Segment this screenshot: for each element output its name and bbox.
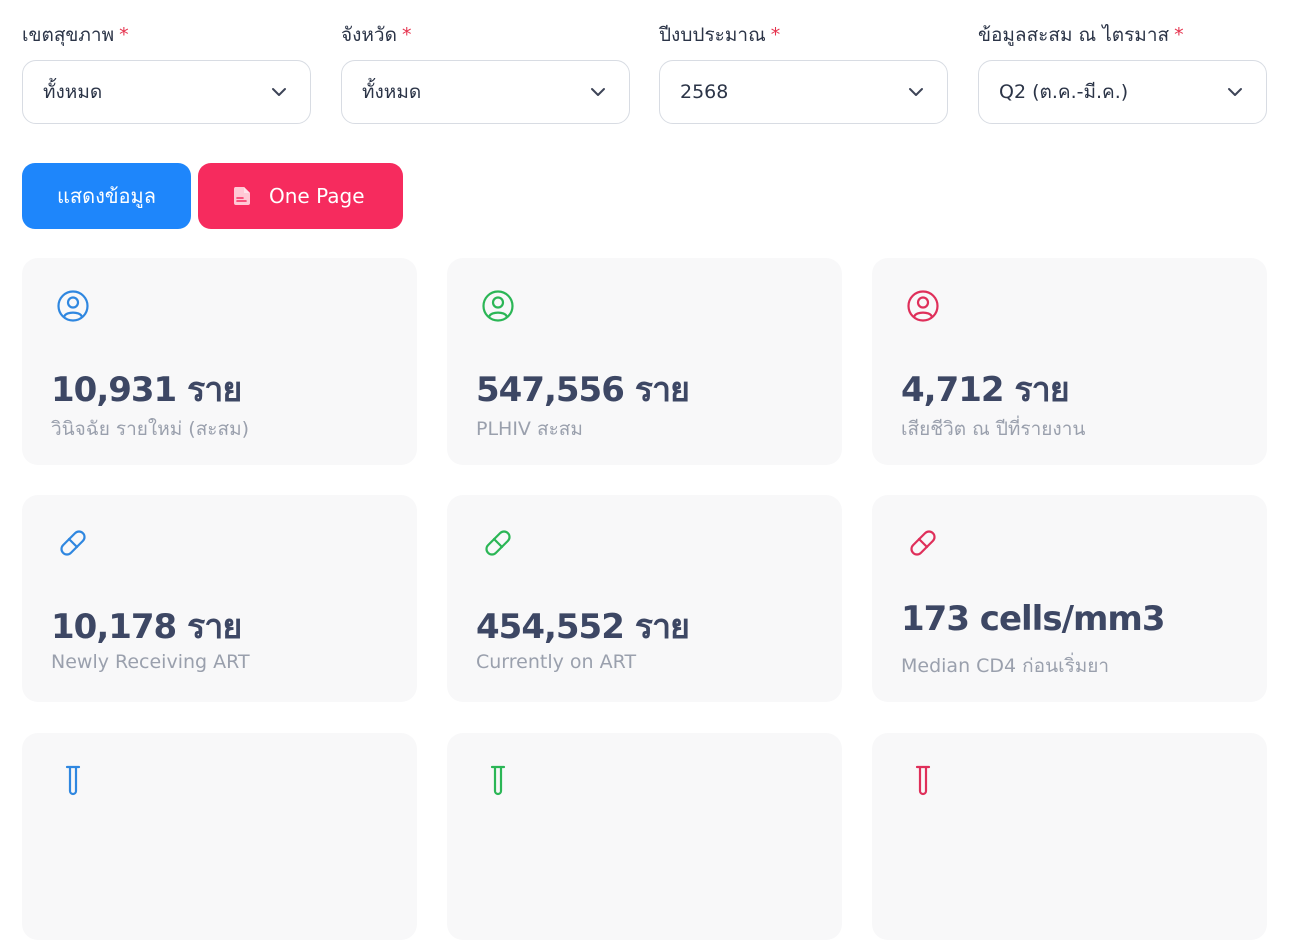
test-tube-icon [490,765,506,796]
user-circle-icon [907,290,939,322]
filter-label: ปีงบประมาณ * [659,24,781,46]
stat-card-plhiv: 547,556 ราย PLHIV สะสม [447,258,842,465]
province-select[interactable]: ทั้งหมด [341,60,630,124]
stat-value: 547,556 ราย [476,370,690,410]
stat-card-currently-art: 454,552 ราย Currently on ART [447,495,842,702]
filter-quarter: ข้อมูลสะสม ณ ไตรมาส * Q2 (ต.ค.-มี.ค.) [978,22,1267,124]
fiscal-year-select-value: 2568 [680,81,729,103]
fiscal-year-select[interactable]: 2568 [659,60,948,124]
required-mark: * [770,24,781,46]
filter-label: เขตสุขภาพ * [22,24,129,46]
test-tube-icon [915,765,931,796]
quarter-select[interactable]: Q2 (ต.ค.-มี.ค.) [978,60,1267,124]
chevron-down-icon [272,88,286,96]
one-page-button[interactable]: One Page [198,163,403,229]
pill-icon [910,530,936,556]
stat-card-new-diagnosis: 10,931 ราย วินิจฉัย รายใหม่ (สะสม) [22,258,417,465]
one-page-label: One Page [269,184,365,208]
filter-bar: เขตสุขภาพ * ทั้งหมด จังหวัด * ทั้งหมด ปีงบ… [22,22,1267,124]
stat-label: Currently on ART [476,651,637,673]
filter-label: จังหวัด * [341,24,412,46]
stat-value: 4,712 ราย [901,370,1070,410]
pill-icon [60,530,86,556]
stat-card-row3-3 [872,733,1267,940]
stat-value: 10,931 ราย [51,370,242,410]
user-circle-icon [57,290,89,322]
required-mark: * [401,24,412,46]
filter-label: ข้อมูลสะสม ณ ไตรมาส * [978,24,1184,46]
region-select-value: ทั้งหมด [43,81,103,103]
stat-card-deaths: 4,712 ราย เสียชีวิต ณ ปีที่รายงาน [872,258,1267,465]
stat-label: Median CD4 ก่อนเริ่มยา [901,655,1110,677]
stat-label: วินิจฉัย รายใหม่ (สะสม) [51,418,250,440]
stat-label: เสียชีวิต ณ ปีที่รายงาน [901,418,1086,440]
document-icon [233,187,250,205]
filter-fiscal-year: ปีงบประมาณ * 2568 [659,22,948,124]
filter-region: เขตสุขภาพ * ทั้งหมด [22,22,311,124]
filter-province: จังหวัด * ทั้งหมด [341,22,630,124]
stat-label: PLHIV สะสม [476,418,583,440]
region-select[interactable]: ทั้งหมด [22,60,311,124]
stat-card-row3-2 [447,733,842,940]
show-data-label: แสดงข้อมูล [57,184,156,208]
stat-label: Newly Receiving ART [51,651,250,673]
stat-card-row3-1 [22,733,417,940]
stat-card-median-cd4: 173 cells/mm3 Median CD4 ก่อนเริ่มยา [872,495,1267,702]
province-select-value: ทั้งหมด [362,81,422,103]
stat-value: 454,552 ราย [476,607,690,647]
required-mark: * [119,24,129,46]
stat-value: 10,178 ราย [51,607,242,647]
chevron-down-icon [1228,88,1242,96]
test-tube-icon [65,765,81,796]
pill-icon [485,530,511,556]
chevron-down-icon [909,88,923,96]
quarter-select-value: Q2 (ต.ค.-มี.ค.) [999,81,1129,103]
chevron-down-icon [591,88,605,96]
stat-value: 173 cells/mm3 [901,599,1165,639]
required-mark: * [1174,24,1184,46]
show-data-button[interactable]: แสดงข้อมูล [22,163,191,229]
user-circle-icon [482,290,514,322]
stat-card-newly-art: 10,178 ราย Newly Receiving ART [22,495,417,702]
